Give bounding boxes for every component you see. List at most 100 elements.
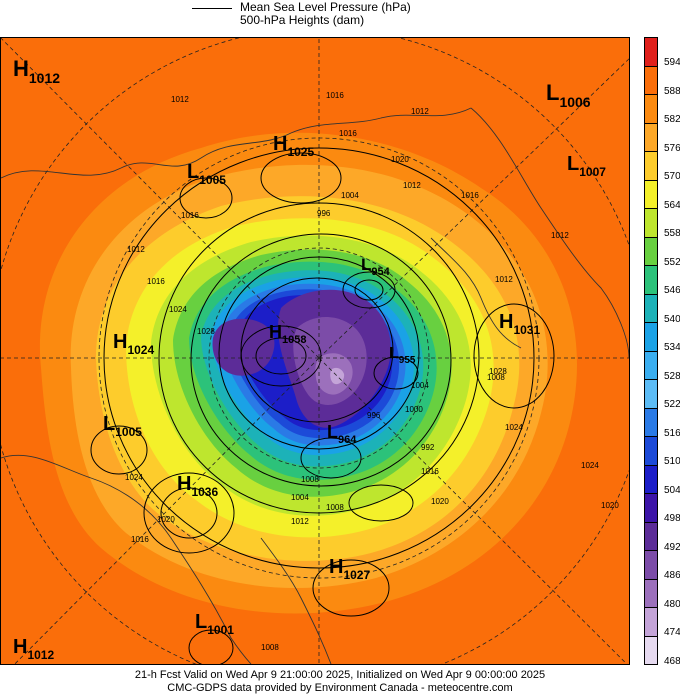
colorbar-cell-558 bbox=[644, 208, 658, 238]
isobar-low-955 bbox=[373, 356, 419, 390]
colorbar-label-516: 516 bbox=[664, 427, 680, 439]
centre-value: 1058 bbox=[282, 334, 306, 346]
isobar-low-954-inner bbox=[354, 279, 384, 301]
isobar-label: 1016 bbox=[181, 211, 199, 220]
colorbar-label-546: 546 bbox=[664, 285, 680, 296]
isobar-high-1027 bbox=[312, 559, 390, 617]
pressure-centre-high-1036: H1036 bbox=[177, 473, 218, 499]
colorbar-label-564: 564 bbox=[664, 199, 680, 211]
coastline-south bbox=[260, 537, 332, 664]
isobar-label: 1004 bbox=[411, 381, 429, 390]
centre-value: 1024 bbox=[127, 343, 154, 357]
colorbar-cell-468 bbox=[644, 635, 658, 665]
isobar-label: 1012 bbox=[551, 231, 569, 240]
isobar-label: 1012 bbox=[411, 107, 429, 116]
colorbar-cell-582 bbox=[644, 94, 658, 124]
top-legend: Mean Sea Level Pressure (hPa) 500-hPa He… bbox=[0, 0, 680, 36]
coastline-greenland bbox=[430, 237, 522, 349]
colorbar-cell-570 bbox=[644, 151, 658, 181]
centre-letter: L bbox=[195, 611, 207, 633]
centre-value: 954 bbox=[371, 266, 390, 278]
colorbar-label-588: 588 bbox=[664, 85, 680, 97]
centre-value: 1007 bbox=[579, 165, 606, 179]
pressure-centre-low-1005: L1005 bbox=[187, 161, 226, 187]
centre-letter: H bbox=[113, 331, 127, 353]
isobar-1016 bbox=[103, 147, 535, 569]
isobar-label: 1008 bbox=[301, 475, 319, 484]
colorbar-cell-474 bbox=[644, 607, 658, 637]
pressure-centre-low-964: L964 bbox=[327, 422, 357, 446]
colorbar-label-498: 498 bbox=[664, 513, 680, 524]
centre-value: 955 bbox=[399, 355, 416, 366]
colorbar-cell-522 bbox=[644, 379, 658, 409]
colorbar-cell-516 bbox=[644, 407, 658, 437]
colorbar-label-528: 528 bbox=[664, 370, 680, 382]
legend-heights-label: 500-hPa Heights (dam) bbox=[240, 13, 365, 27]
isobar-label: 1016 bbox=[131, 535, 149, 544]
meridian-225 bbox=[14, 357, 320, 664]
isobar-low-954 bbox=[342, 271, 396, 309]
isobar-label: 1004 bbox=[291, 493, 309, 502]
isobar-label: 1016 bbox=[147, 277, 165, 286]
isobar-low-1005-north bbox=[179, 177, 233, 219]
colorbar-cell-498 bbox=[644, 493, 658, 523]
colorbar-cell-486 bbox=[644, 550, 658, 580]
centre-letter: L bbox=[389, 345, 399, 362]
latitude-circle-70 bbox=[208, 247, 430, 469]
centre-value: 1036 bbox=[191, 485, 218, 499]
pressure-centre-high-1025: H1025 bbox=[273, 133, 314, 159]
colorbar-cell-546 bbox=[644, 265, 658, 295]
centre-letter: H bbox=[329, 556, 343, 578]
isobar-label: 1024 bbox=[169, 305, 187, 314]
isobar-high-1058 bbox=[240, 325, 322, 387]
isobar-high-1025 bbox=[260, 152, 342, 204]
colorbar-label-534: 534 bbox=[664, 342, 680, 353]
colorbar-cell-528 bbox=[644, 350, 658, 380]
colorbar-cell-534 bbox=[644, 322, 658, 352]
pressure-centre-high-1012: H1012 bbox=[13, 636, 54, 662]
pressure-centre-high-1012: H1012 bbox=[13, 56, 60, 86]
colorbar-label-552: 552 bbox=[664, 256, 680, 268]
pressure-centre-low-1005: L1005 bbox=[103, 413, 142, 439]
centre-value: 1025 bbox=[287, 145, 314, 159]
isobar-label: 1012 bbox=[291, 517, 309, 526]
isobar-high-1036 bbox=[143, 472, 235, 554]
isobar-label: 1016 bbox=[326, 91, 344, 100]
isobar-label: 1020 bbox=[601, 501, 619, 510]
isobar-label: 1004 bbox=[341, 191, 359, 200]
isobar-label: 1020 bbox=[157, 515, 175, 524]
pressure-centre-high-1058: H1058 bbox=[269, 322, 306, 346]
coastline-east bbox=[470, 107, 629, 359]
centre-letter: L bbox=[327, 422, 338, 442]
graticule bbox=[1, 38, 629, 664]
isobar-1012 bbox=[158, 202, 480, 514]
isobar-1008 bbox=[190, 233, 452, 487]
isobar-labels: 1012 1016 1012 1020 1016 1012 1004 996 1016 1012 1… bbox=[125, 91, 619, 652]
data-credit-text: CMC-GDPS data provided by Environment Ca… bbox=[167, 682, 513, 694]
isobar-low-1005-west bbox=[90, 425, 148, 475]
isobar-label: 1028 bbox=[489, 367, 507, 376]
centre-value: 1012 bbox=[27, 648, 54, 662]
colorbar-label-468: 468 bbox=[664, 655, 680, 667]
isobar-high-1058-inner bbox=[255, 337, 307, 375]
centre-letter: H bbox=[13, 636, 27, 658]
colorbar-label-480: 480 bbox=[664, 598, 680, 610]
meridian-135 bbox=[318, 357, 628, 664]
footer: 21-h Fcst Valid on Wed Apr 9 21:00:00 20… bbox=[0, 669, 680, 695]
isobar-label: 1020 bbox=[431, 497, 449, 506]
isobar-label: 1016 bbox=[421, 467, 439, 476]
colorbar-label-576: 576 bbox=[664, 142, 680, 154]
centre-letter: H bbox=[273, 133, 287, 155]
pressure-centre-high-1027: H1027 bbox=[329, 556, 370, 582]
centre-value: 1012 bbox=[29, 70, 60, 86]
colorbar-label-492: 492 bbox=[664, 541, 680, 553]
colorbar-cell-540 bbox=[644, 293, 658, 323]
isobar-1004 bbox=[218, 256, 420, 450]
coastline-southwest bbox=[1, 454, 252, 664]
colorbar-label-474: 474 bbox=[664, 627, 680, 638]
pressure-centre-low-1006: L1006 bbox=[546, 80, 591, 110]
centre-letter: H bbox=[177, 473, 191, 495]
isobar-label: 1024 bbox=[581, 461, 599, 470]
meridian-45 bbox=[318, 58, 629, 359]
centre-value: 1005 bbox=[115, 425, 142, 439]
